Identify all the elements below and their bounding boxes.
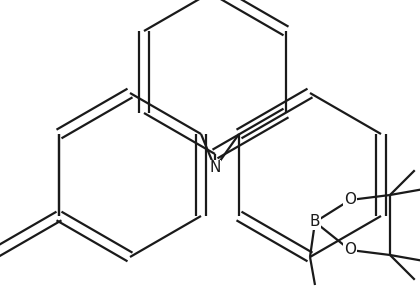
Text: O: O — [344, 192, 356, 207]
Text: N: N — [209, 160, 220, 176]
Text: B: B — [310, 215, 320, 229]
Text: O: O — [344, 242, 356, 258]
